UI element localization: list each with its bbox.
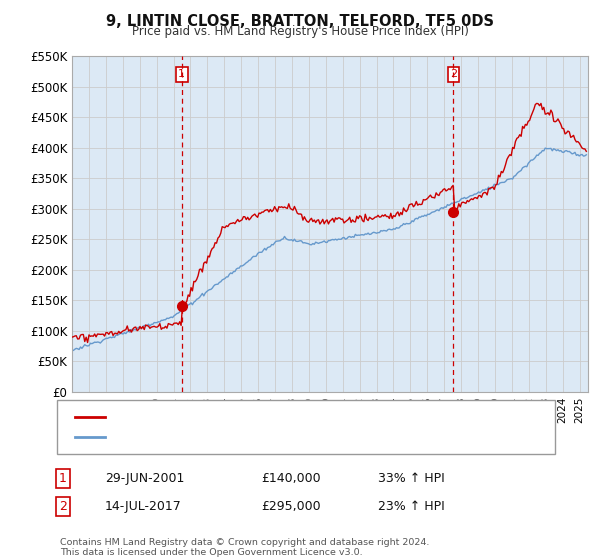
Text: 1: 1	[59, 472, 67, 486]
Text: Price paid vs. HM Land Registry's House Price Index (HPI): Price paid vs. HM Land Registry's House …	[131, 25, 469, 38]
Text: 2: 2	[59, 500, 67, 514]
Text: 1: 1	[178, 69, 185, 80]
Text: 9, LINTIN CLOSE, BRATTON, TELFORD, TF5 0DS: 9, LINTIN CLOSE, BRATTON, TELFORD, TF5 0…	[106, 14, 494, 29]
Text: 33% ↑ HPI: 33% ↑ HPI	[378, 472, 445, 486]
Text: 29-JUN-2001: 29-JUN-2001	[105, 472, 184, 486]
Text: £140,000: £140,000	[261, 472, 320, 486]
Text: HPI: Average price, detached house, Telford and Wrekin: HPI: Average price, detached house, Telf…	[111, 432, 401, 442]
Text: Contains HM Land Registry data © Crown copyright and database right 2024.
This d: Contains HM Land Registry data © Crown c…	[60, 538, 430, 557]
Text: 2: 2	[450, 69, 457, 80]
Text: 9, LINTIN CLOSE, BRATTON, TELFORD, TF5 0DS (detached house): 9, LINTIN CLOSE, BRATTON, TELFORD, TF5 0…	[111, 412, 449, 422]
Text: 23% ↑ HPI: 23% ↑ HPI	[378, 500, 445, 514]
Text: 14-JUL-2017: 14-JUL-2017	[105, 500, 182, 514]
Text: £295,000: £295,000	[261, 500, 320, 514]
